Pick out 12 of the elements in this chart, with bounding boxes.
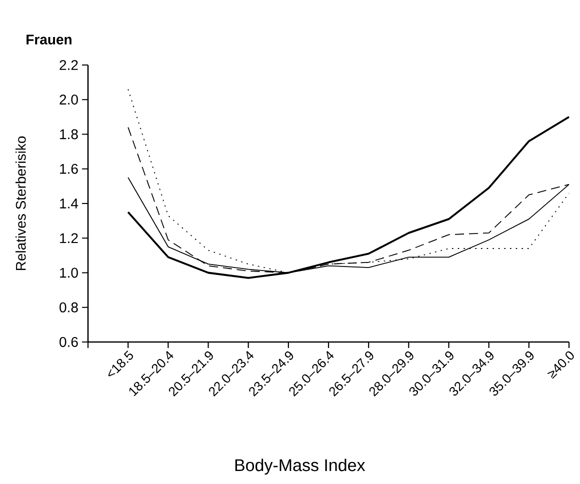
- y-axis-title: Relatives Sterberisiko: [16, 136, 26, 270]
- y-tick-label: 1.0: [60, 268, 78, 278]
- y-tick-label: 2.0: [60, 94, 78, 105]
- y-tick-label: 0.6: [60, 337, 78, 347]
- y-tick-label: 1.6: [60, 164, 78, 174]
- y-tick-label: 1.8: [60, 129, 78, 140]
- chart-title: Frauen: [26, 34, 72, 44]
- y-tick-label: 1.4: [60, 198, 78, 208]
- y-tick-label: 0.8: [60, 302, 78, 312]
- y-tick-label: 2.2: [60, 60, 78, 70]
- y-tick-label: 1.2: [60, 233, 78, 244]
- x-axis-title: Body-Mass Index: [235, 458, 366, 475]
